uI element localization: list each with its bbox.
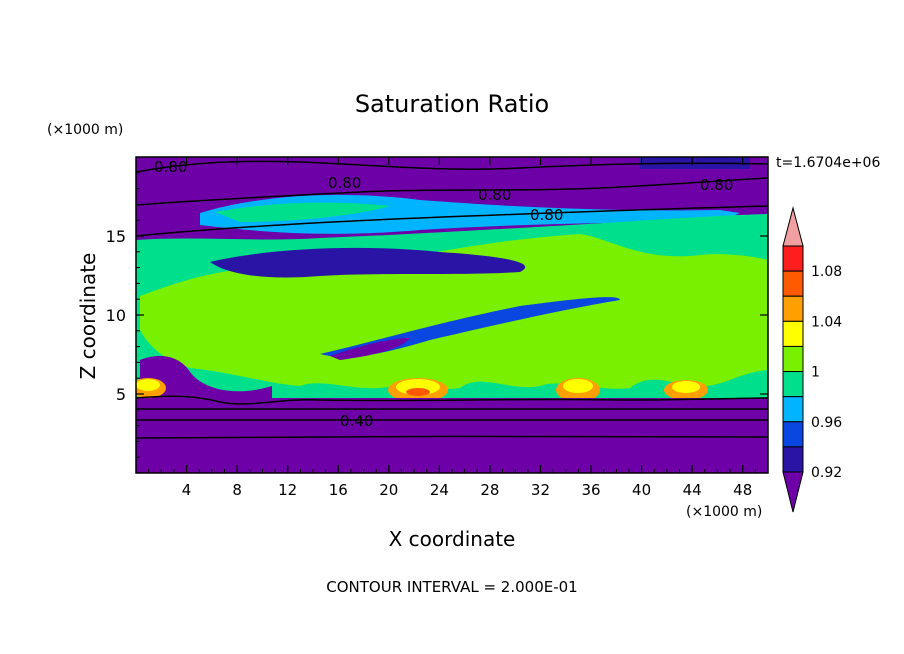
pocket-mid-red — [406, 388, 430, 396]
colorbar-swatch — [782, 371, 804, 398]
colorbar-label: 0.96 — [811, 415, 842, 431]
pocket-far-yellow — [672, 381, 700, 393]
x-tick-label: 44 — [683, 481, 702, 499]
contour-line — [136, 435, 768, 439]
contour-label: 0.80 — [478, 186, 511, 204]
x-tick-label: 40 — [632, 481, 651, 499]
x-tick-label: 48 — [733, 481, 752, 499]
contour-line — [136, 205, 768, 237]
colorbar-swatch — [782, 320, 804, 347]
pocket-left-yellow — [136, 379, 160, 391]
y-unit-label: (×1000 m) — [47, 122, 123, 138]
colorbar-swatch — [782, 245, 804, 272]
colorbar-swatch — [782, 345, 804, 373]
colorbar-swatch — [782, 446, 804, 473]
colorbar-label: 0.92 — [811, 465, 842, 481]
y-axis-ticks: 5 10 15 — [106, 172, 768, 458]
y-axis-label: Z coordinate — [76, 253, 100, 380]
contour-interval-footer: CONTOUR INTERVAL = 2.000E-01 — [326, 578, 577, 596]
contour-line — [136, 395, 768, 405]
x-tick-label: 8 — [232, 481, 242, 499]
dry-intrusion-core — [330, 338, 410, 360]
colorbar-label: 1.04 — [811, 314, 842, 330]
x-tick-label: 12 — [278, 481, 297, 499]
x-tick-label: 20 — [379, 481, 398, 499]
x-tick-label: 36 — [581, 481, 600, 499]
y-tick-label: 10 — [106, 306, 126, 325]
colorbar-swatch — [782, 295, 804, 322]
x-tick-label: 4 — [182, 481, 192, 499]
x-tick-label: 16 — [329, 481, 348, 499]
colorbar-arrow-bottom — [782, 471, 804, 513]
lower-dry-layer — [136, 398, 768, 473]
y-tick-label: 15 — [106, 227, 126, 246]
time-label: t=1.6704e+06 — [776, 155, 880, 171]
x-tick-label: 28 — [480, 481, 499, 499]
colorbar-swatch — [782, 421, 804, 448]
dry-intrusion-wave — [140, 356, 272, 398]
colorbar-swatch — [782, 396, 804, 423]
contour-label: 0.40 — [340, 412, 373, 430]
contour-line — [136, 177, 768, 206]
contour-line — [136, 160, 768, 173]
upper-moist-band-core — [215, 202, 390, 222]
chart-title: Saturation Ratio — [355, 90, 549, 118]
contour-lines — [136, 160, 768, 439]
plot-area: 0.80 0.80 0.80 0.80 0.80 0.40 — [136, 157, 768, 473]
dry-intrusion-upper — [210, 247, 526, 278]
contour-labels: 0.80 0.80 0.80 0.80 0.80 0.40 — [154, 158, 733, 430]
contour-label: 0.80 — [154, 158, 187, 176]
x-unit-label: (×1000 m) — [686, 504, 762, 520]
contour-label: 0.80 — [530, 206, 563, 224]
y-tick-label: 5 — [116, 385, 126, 404]
colorbar-label: 1 — [811, 365, 820, 381]
colorbar-label: 1.08 — [811, 264, 842, 280]
x-tick-label: 24 — [430, 481, 449, 499]
x-tick-label: 32 — [531, 481, 550, 499]
x-axis-ticks: 4 8 12 16 20 24 28 32 36 40 44 48 — [148, 157, 756, 499]
colorbar-swatch — [782, 270, 804, 297]
pocket-right-yellow — [563, 379, 593, 393]
colorbar-arrow-top — [782, 206, 804, 247]
x-axis-label: X coordinate — [389, 527, 516, 551]
contour-label: 0.80 — [328, 174, 361, 192]
colorbar: 0.92 0.96 1 1.04 1.08 — [782, 206, 842, 513]
contour-label: 0.80 — [700, 176, 733, 194]
